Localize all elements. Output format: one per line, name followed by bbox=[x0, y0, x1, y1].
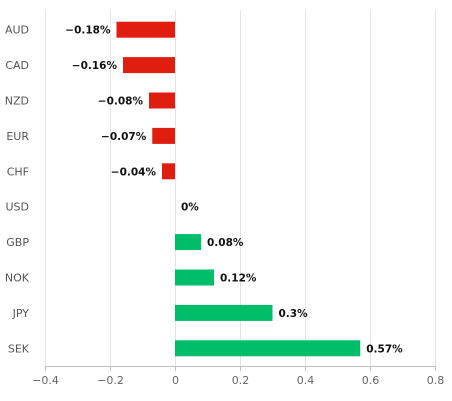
data-label-eur: −0.07% bbox=[101, 131, 147, 143]
x-tick-label-4: 0.4 bbox=[297, 374, 315, 387]
data-label-usd: 0% bbox=[181, 202, 199, 214]
category-label-jpy: JPY bbox=[12, 307, 30, 320]
data-label-chf: −0.04% bbox=[111, 166, 157, 178]
data-label-cad: −0.16% bbox=[72, 60, 118, 72]
data-label-aud: −0.18% bbox=[65, 25, 111, 37]
data-label-jpy: 0.3% bbox=[279, 308, 309, 320]
data-label-nzd: −0.08% bbox=[98, 96, 144, 108]
data-label-nok: 0.12% bbox=[220, 273, 257, 285]
category-label-nzd: NZD bbox=[5, 95, 29, 108]
data-label-gbp: 0.08% bbox=[207, 237, 244, 249]
bar-gbp bbox=[175, 234, 201, 251]
category-label-gbp: GBP bbox=[6, 236, 29, 249]
bar-sek bbox=[175, 340, 361, 357]
x-tick-label-5: 0.6 bbox=[362, 374, 380, 387]
category-label-eur: EUR bbox=[6, 130, 29, 143]
bar-aud bbox=[116, 21, 175, 38]
category-label-sek: SEK bbox=[8, 342, 30, 355]
x-tick-label-6: 0.8 bbox=[427, 374, 445, 387]
x-tick-label-1: −0.2 bbox=[97, 374, 124, 387]
data-label-sek: 0.57% bbox=[366, 343, 403, 355]
category-label-nok: NOK bbox=[5, 272, 30, 285]
category-label-cad: CAD bbox=[5, 59, 29, 72]
bar-eur bbox=[152, 127, 175, 144]
x-tick-label-2: 0 bbox=[172, 374, 179, 387]
bar-cad bbox=[123, 57, 175, 74]
bar-nok bbox=[175, 269, 214, 286]
category-label-chf: CHF bbox=[7, 165, 29, 178]
bar-jpy bbox=[175, 304, 273, 321]
bar-nzd bbox=[149, 92, 175, 109]
category-label-aud: AUD bbox=[5, 24, 29, 37]
x-tick-label-3: 0.2 bbox=[232, 374, 250, 387]
category-label-usd: USD bbox=[5, 201, 29, 214]
x-tick-label-0: −0.4 bbox=[32, 374, 59, 387]
bar-chf bbox=[162, 163, 175, 180]
